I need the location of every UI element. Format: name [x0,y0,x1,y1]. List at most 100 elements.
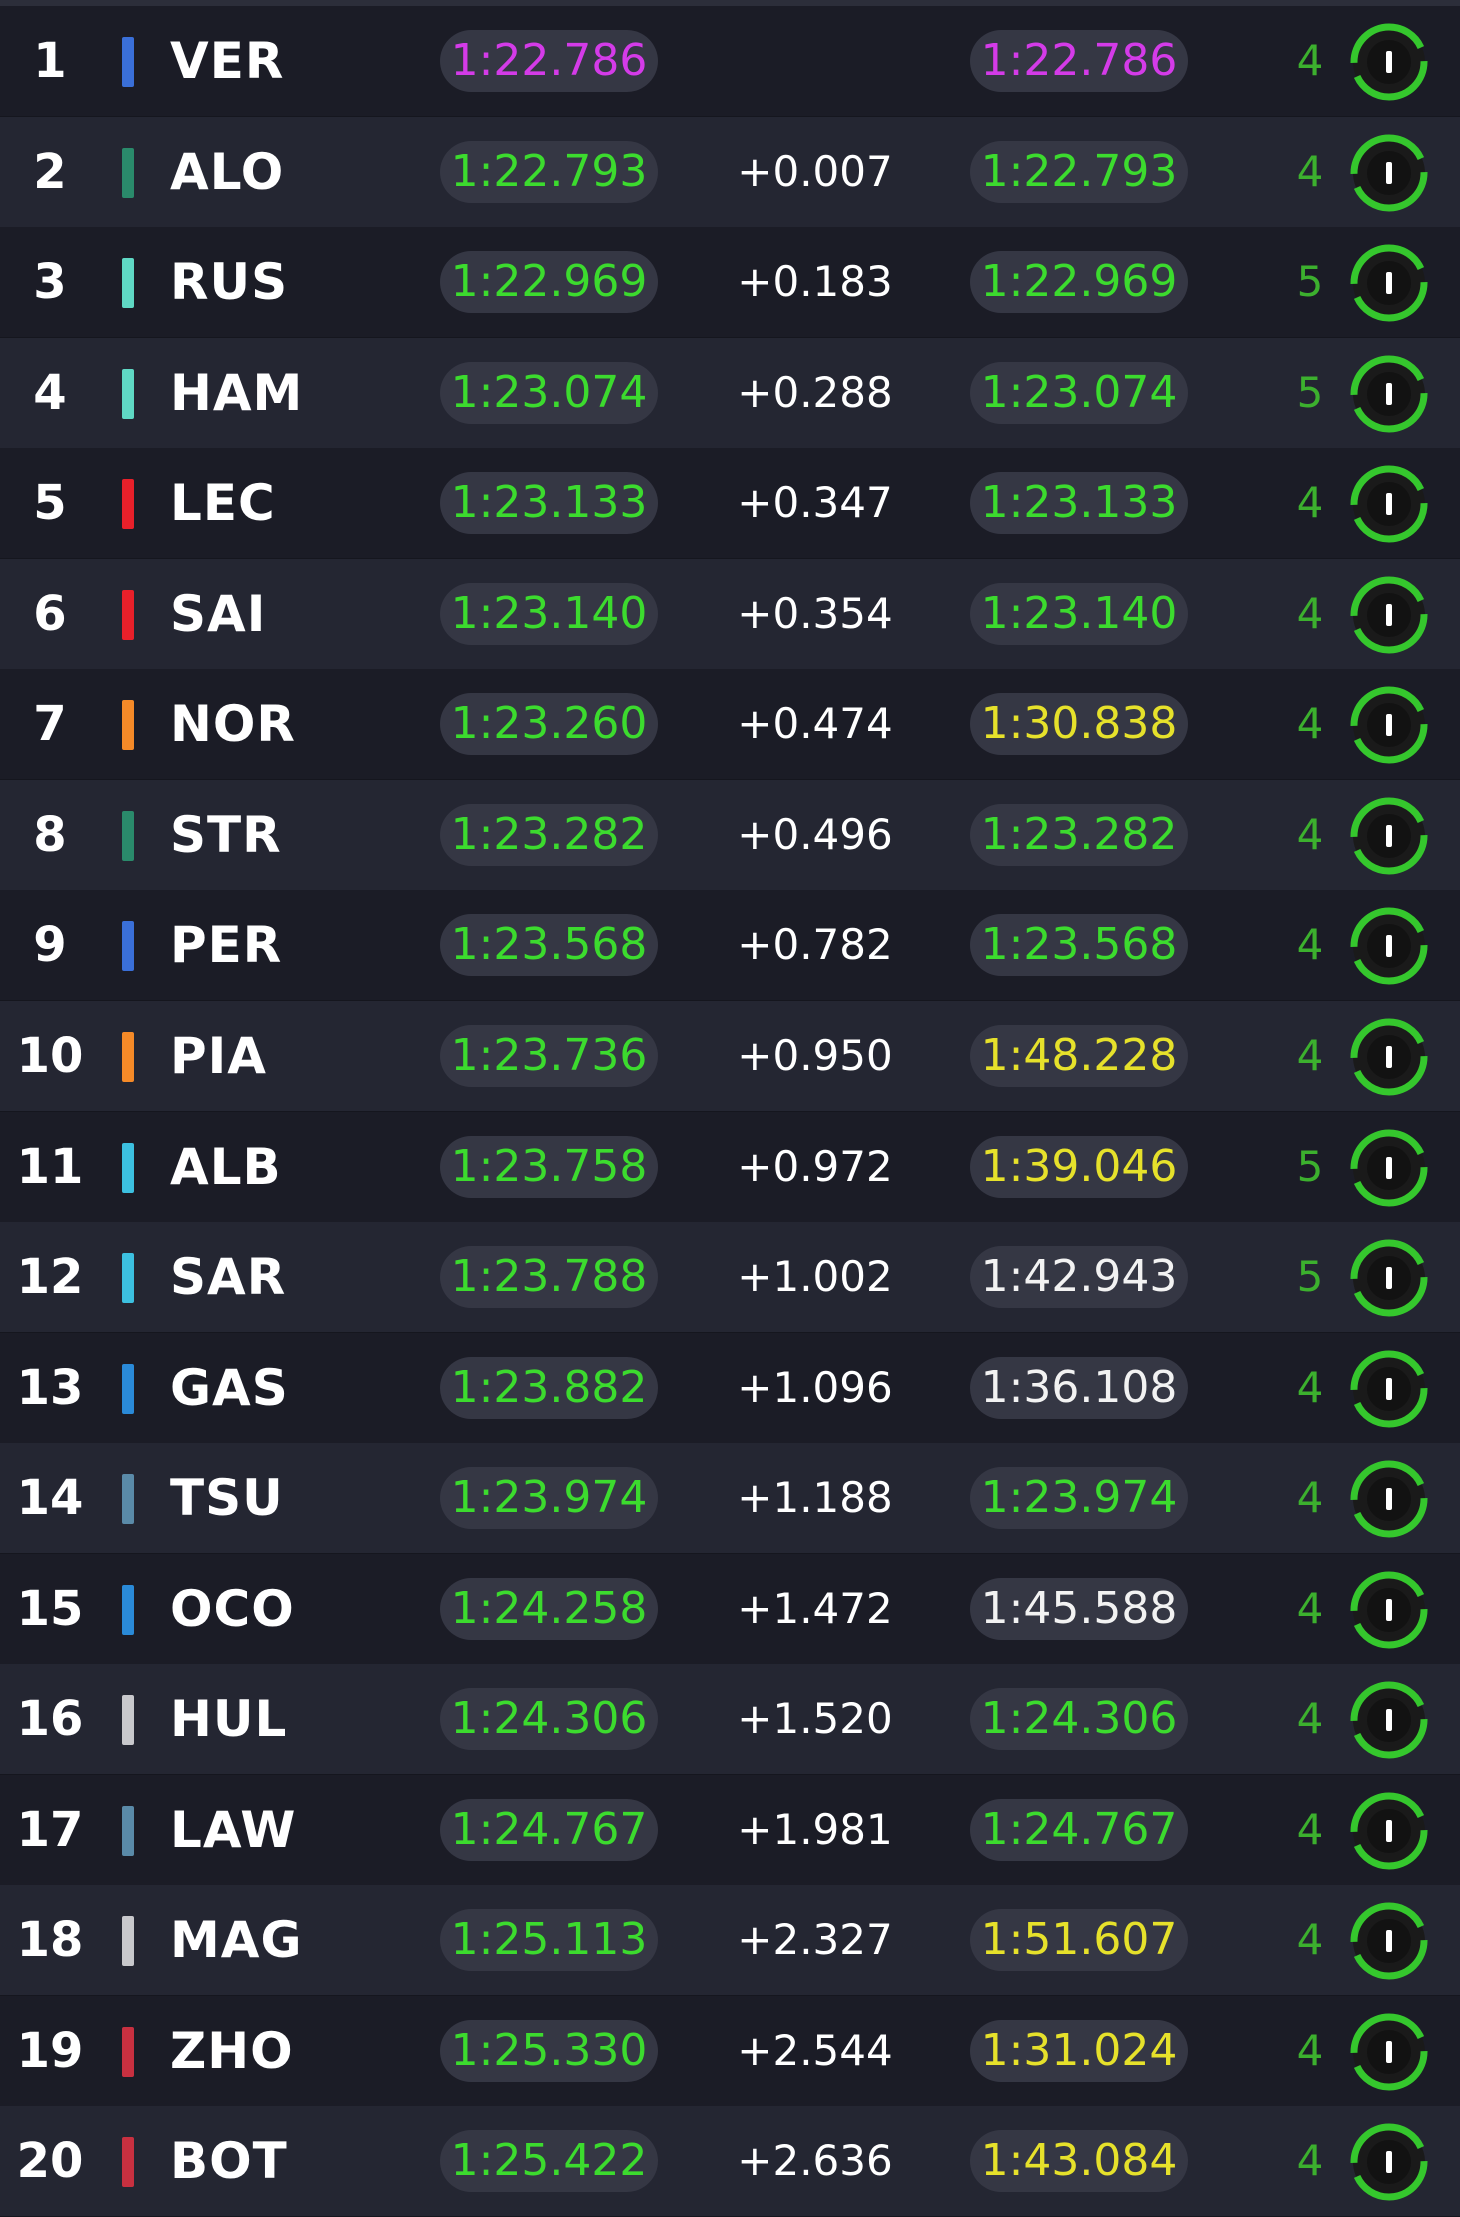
table-row[interactable]: 15 OCO 1:24.258 +1.472 1:45.588 4 [0,1554,1460,1664]
last-lap-time: 1:45.588 [970,1578,1188,1640]
gap-to-leader: +0.347 [737,478,893,527]
tyre-intermediate-icon [1350,1792,1428,1870]
driver-code: ALO [170,143,285,201]
last-lap-time: 1:30.838 [970,693,1188,755]
team-color-bar [122,1143,134,1193]
driver-code: SAI [170,585,267,643]
tyre-intermediate-icon [1350,907,1428,985]
team-color-bar [122,921,134,971]
table-row[interactable]: 13 GAS 1:23.882 +1.096 1:36.108 4 [0,1333,1460,1443]
lap-count: 4 [1296,1915,1324,1964]
team-color-bar [122,590,134,640]
gap-to-leader: +0.354 [737,589,893,638]
best-lap-time: 1:23.282 [440,804,658,866]
driver-code: HAM [170,364,304,422]
table-row[interactable]: 4 HAM 1:23.074 +0.288 1:23.074 5 [0,338,1460,448]
last-lap-time: 1:23.140 [970,583,1188,645]
tyre-intermediate-icon [1350,2013,1428,2091]
gap-to-leader: +1.188 [737,1473,893,1522]
best-lap-time: 1:22.786 [440,30,658,92]
best-lap-time: 1:22.793 [440,141,658,203]
last-lap-time: 1:48.228 [970,1025,1188,1087]
team-color-bar [122,1253,134,1303]
driver-code: ZHO [170,2022,294,2080]
table-row[interactable]: 7 NOR 1:23.260 +0.474 1:30.838 4 [0,669,1460,779]
lap-count: 4 [1296,1031,1324,1080]
tyre-intermediate-icon [1350,576,1428,654]
position-number: 5 [33,475,67,531]
gap-to-leader: +0.496 [737,810,893,859]
driver-code: LAW [170,1801,297,1859]
team-color-bar [122,1032,134,1082]
table-row[interactable]: 18 MAG 1:25.113 +2.327 1:51.607 4 [0,1885,1460,1995]
last-lap-time: 1:22.793 [970,141,1188,203]
lap-count: 4 [1296,810,1324,859]
best-lap-time: 1:23.133 [440,472,658,534]
table-row[interactable]: 14 TSU 1:23.974 +1.188 1:23.974 4 [0,1443,1460,1553]
gap-to-leader: +0.782 [737,920,893,969]
gap-to-leader: +1.096 [737,1363,893,1412]
table-row[interactable]: 12 SAR 1:23.788 +1.002 1:42.943 5 [0,1222,1460,1332]
best-lap-time: 1:23.758 [440,1136,658,1198]
team-color-bar [122,2027,134,2077]
team-color-bar [122,479,134,529]
lap-count: 4 [1296,1805,1324,1854]
driver-code: ALB [170,1138,282,1196]
lap-count: 4 [1296,2026,1324,2075]
team-color-bar [122,700,134,750]
last-lap-time: 1:31.024 [970,2020,1188,2082]
lap-count: 4 [1296,1363,1324,1412]
table-row[interactable]: 20 BOT 1:25.422 +2.636 1:43.084 4 [0,2106,1460,2216]
gap-to-leader: +0.950 [737,1031,893,1080]
table-row[interactable]: 11 ALB 1:23.758 +0.972 1:39.046 5 [0,1112,1460,1222]
table-row[interactable]: 5 LEC 1:23.133 +0.347 1:23.133 4 [0,448,1460,558]
table-row[interactable]: 17 LAW 1:24.767 +1.981 1:24.767 4 [0,1775,1460,1885]
lap-count: 4 [1296,920,1324,969]
table-row[interactable]: 10 PIA 1:23.736 +0.950 1:48.228 4 [0,1001,1460,1111]
team-color-bar [122,148,134,198]
last-lap-time: 1:24.767 [970,1799,1188,1861]
gap-to-leader: +0.183 [737,257,893,306]
position-number: 4 [33,365,67,421]
best-lap-time: 1:25.113 [440,1909,658,1971]
last-lap-time: 1:42.943 [970,1246,1188,1308]
driver-code: RUS [170,253,289,311]
team-color-bar [122,811,134,861]
lap-count: 4 [1296,478,1324,527]
last-lap-time: 1:39.046 [970,1136,1188,1198]
table-row[interactable]: 2 ALO 1:22.793 +0.007 1:22.793 4 [0,117,1460,227]
lap-count: 4 [1296,2136,1324,2185]
driver-code: PER [170,916,283,974]
position-number: 16 [16,1691,84,1747]
table-row[interactable]: 1 VER 1:22.786 1:22.786 4 [0,6,1460,116]
position-number: 19 [16,2023,84,2079]
gap-to-leader: +2.544 [737,2026,893,2075]
table-row[interactable]: 6 SAI 1:23.140 +0.354 1:23.140 4 [0,559,1460,669]
gap-to-leader: +1.981 [737,1805,893,1854]
last-lap-time: 1:23.282 [970,804,1188,866]
last-lap-time: 1:23.974 [970,1467,1188,1529]
best-lap-time: 1:23.974 [440,1467,658,1529]
best-lap-time: 1:23.568 [440,914,658,976]
gap-to-leader: +1.002 [737,1252,893,1301]
table-row[interactable]: 19 ZHO 1:25.330 +2.544 1:31.024 4 [0,1996,1460,2106]
table-row[interactable]: 8 STR 1:23.282 +0.496 1:23.282 4 [0,780,1460,890]
gap-to-leader: +1.520 [737,1694,893,1743]
position-number: 10 [16,1028,84,1084]
best-lap-time: 1:25.422 [440,2130,658,2192]
lap-count: 5 [1296,257,1324,306]
driver-code: GAS [170,1359,289,1417]
driver-code: OCO [170,1580,295,1638]
lap-count: 4 [1296,699,1324,748]
table-row[interactable]: 3 RUS 1:22.969 +0.183 1:22.969 5 [0,227,1460,337]
table-row[interactable]: 16 HUL 1:24.306 +1.520 1:24.306 4 [0,1664,1460,1774]
tyre-intermediate-icon [1350,686,1428,764]
lap-count: 5 [1296,368,1324,417]
last-lap-time: 1:23.074 [970,362,1188,424]
position-number: 20 [16,2133,84,2189]
team-color-bar [122,369,134,419]
table-row[interactable]: 9 PER 1:23.568 +0.782 1:23.568 4 [0,890,1460,1000]
gap-to-leader [705,6,925,116]
best-lap-time: 1:25.330 [440,2020,658,2082]
